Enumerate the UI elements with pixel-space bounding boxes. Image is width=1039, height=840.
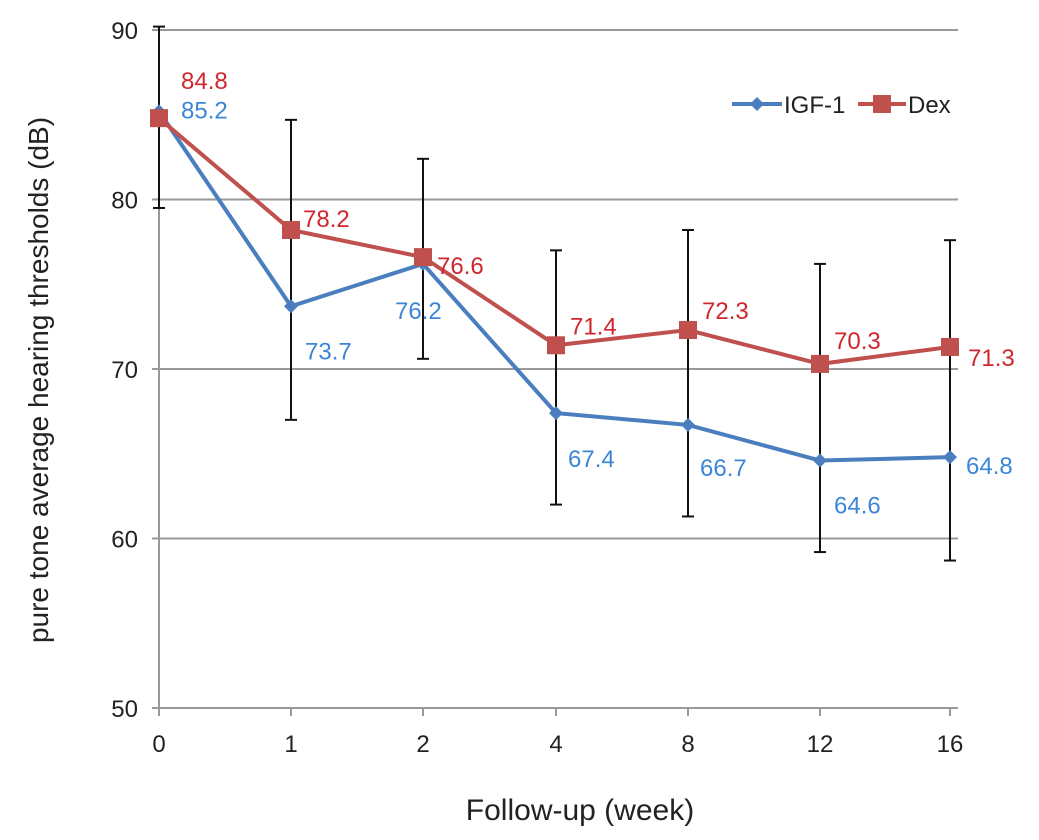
y-tick-label: 90	[111, 18, 138, 45]
data-point-dex	[941, 337, 959, 356]
data-point-dex	[547, 336, 565, 355]
x-tick-label: 1	[284, 731, 297, 758]
y-tick-label: 80	[111, 188, 138, 215]
x-tick-label: 12	[807, 731, 834, 758]
data-label: 70.3	[834, 328, 881, 355]
y-tick-label: 60	[111, 527, 138, 554]
legend: IGF-1 Dex	[732, 92, 951, 119]
data-point-dex	[414, 248, 432, 267]
data-point-igf-1	[943, 450, 957, 465]
data-label: 76.2	[395, 298, 442, 325]
data-label: 76.6	[437, 253, 484, 280]
data-label: 78.2	[303, 206, 350, 233]
data-label: 72.3	[702, 298, 749, 325]
data-point-igf-1	[549, 406, 563, 421]
data-point-igf-1	[681, 417, 695, 432]
data-label: 71.3	[968, 345, 1015, 372]
data-point-dex	[679, 321, 697, 340]
data-point-dex	[150, 109, 168, 128]
data-point-igf-1	[813, 453, 827, 468]
data-label: 66.7	[700, 455, 747, 482]
data-point-dex	[282, 221, 300, 240]
y-tick-label: 70	[111, 357, 138, 384]
data-label: 73.7	[305, 338, 352, 365]
x-tick-label: 8	[681, 731, 694, 758]
data-label: 64.8	[966, 453, 1013, 480]
data-point-dex	[811, 354, 829, 373]
x-tick-label: 2	[416, 731, 429, 758]
x-tick-label: 16	[937, 731, 964, 758]
data-label: 85.2	[181, 97, 228, 124]
legend-label: IGF-1	[784, 92, 845, 119]
legend-label: Dex	[908, 92, 951, 119]
series-line-dex	[157, 116, 951, 366]
legend-marker-igf-1	[750, 97, 764, 111]
data-label: 71.4	[570, 313, 617, 340]
data-point-igf-1	[284, 299, 298, 314]
legend-marker-dex	[873, 95, 891, 113]
x-axis-title: Follow-up (week)	[466, 794, 694, 827]
data-label: 67.4	[568, 446, 615, 473]
data-label: 84.8	[181, 68, 228, 95]
data-label: 64.6	[834, 493, 881, 520]
x-tick-label: 4	[549, 731, 562, 758]
y-tick-label: 50	[111, 696, 138, 723]
x-tick-label: 0	[152, 731, 165, 758]
y-axis-title: pure tone average hearing thresholds (dB…	[23, 117, 54, 643]
